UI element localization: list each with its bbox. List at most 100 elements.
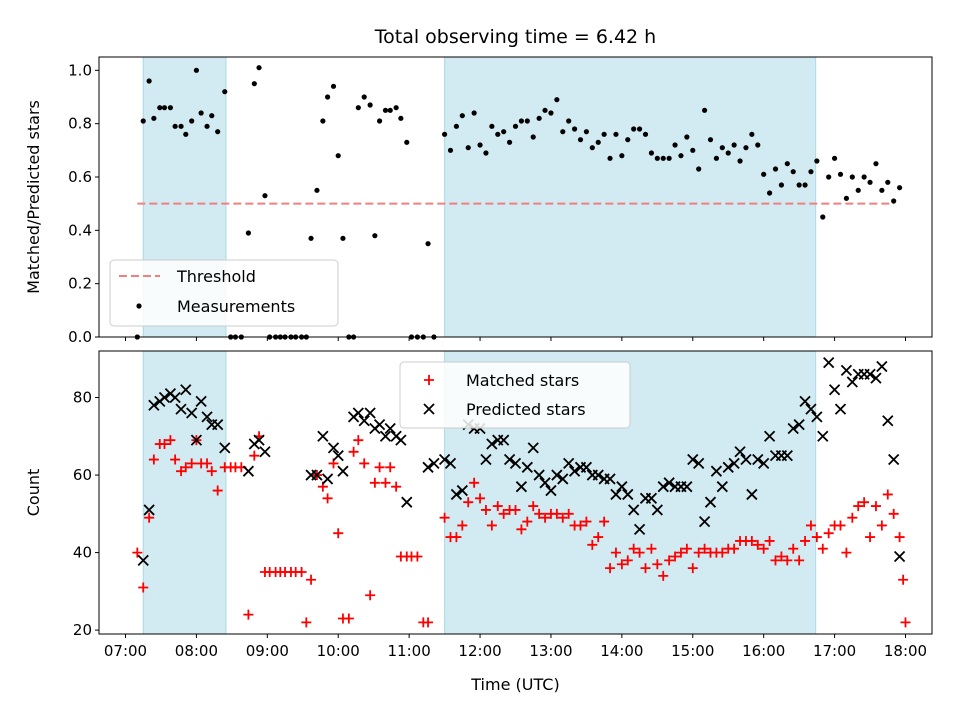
panel1-point-1-2 (140, 118, 146, 124)
panel2-point-2-86 (704, 496, 717, 508)
panel1-legend-measurements-label: Measurements (177, 297, 295, 316)
panel1-ytick-label-1: 0.0 (68, 328, 92, 346)
panel2-point-1-114 (782, 555, 793, 566)
panel1-point-1-104 (719, 145, 725, 151)
panel2-point-2-23 (317, 430, 329, 442)
panel1-point-1-61 (465, 145, 471, 151)
panel1-point-1-134 (896, 185, 903, 191)
panel2-ytick-label-2: 40 (73, 544, 92, 562)
panel1-point-1-107 (737, 158, 743, 164)
panel1-point-1-6 (161, 105, 168, 111)
panel2-point-1-97 (681, 543, 692, 554)
panel1-point-1-115 (784, 161, 790, 167)
panel2-xtick-label-12: 18:00 (884, 642, 927, 660)
panel2-ytick-label-1: 20 (73, 621, 92, 639)
panel2-point-1-96 (675, 547, 686, 558)
panel1-point-1-33 (308, 235, 314, 241)
panel2-point-2-42 (444, 457, 457, 470)
panel2-point-1-109 (752, 539, 763, 550)
panel2-point-2-70 (610, 488, 622, 501)
panel1-point-1-110 (755, 142, 761, 148)
panel1-ytick-label-2: 0.2 (68, 275, 92, 293)
panel2-point-2-37 (395, 434, 407, 446)
panel2-point-2-73 (628, 504, 640, 516)
panel1-point-1-88 (625, 137, 631, 143)
panel2-point-1-84 (605, 563, 616, 574)
panel2-point-2-91 (734, 446, 746, 458)
panel2-point-1-47 (380, 477, 391, 488)
panel1-point-1-94 (660, 155, 666, 161)
panel2-point-1-118 (805, 520, 816, 531)
panel2-point-1-77 (563, 508, 574, 519)
panel1-point-1-70 (518, 118, 525, 124)
panel2-point-1-7 (165, 435, 176, 446)
panel1-shaded-interval-2 (444, 56, 817, 338)
panel2-point-1-45 (369, 477, 380, 488)
panel2-point-1-16 (212, 485, 223, 496)
panel1-point-1-117 (796, 182, 802, 188)
panel1-point-1-129 (867, 179, 873, 185)
panel2-point-1-68 (510, 504, 521, 515)
panel2-point-2-72 (622, 488, 634, 501)
panel2-point-1-64 (486, 520, 497, 531)
panel1-point-1-125 (843, 195, 850, 201)
panel2-point-1-121 (823, 528, 834, 539)
panel2-point-1-48 (385, 462, 396, 473)
panel2-xtick-label-10: 16:00 (742, 642, 785, 660)
panel2-point-2-43 (450, 488, 463, 501)
panel1-point-1-111 (761, 171, 767, 177)
panel1-point-1-67 (501, 129, 507, 135)
panel2-point-1-92 (652, 559, 663, 570)
panel1-point-1-13 (198, 110, 204, 116)
panel1-legend-threshold-label: Threshold (176, 267, 256, 286)
panel2-point-2-56 (527, 442, 539, 454)
panel1-point-1-81 (583, 129, 590, 135)
panel2-legend-matched-swatch (424, 375, 434, 385)
panel2-point-1-83 (599, 516, 610, 527)
panel2-point-2-108 (834, 403, 847, 415)
panel2-point-2-52 (503, 453, 516, 466)
panel2-axes-frame (98, 350, 933, 635)
panel2-point-1-42 (353, 435, 364, 446)
panel2-point-1-105 (729, 543, 740, 554)
panel1-point-1-75 (548, 110, 554, 116)
panel2-point-2-58 (539, 477, 551, 489)
panel1-point-1-68 (506, 139, 513, 145)
panel1-point-1-10 (183, 131, 189, 137)
panel1-point-1-99 (690, 147, 696, 153)
panel2-point-2-61 (557, 473, 569, 485)
panel1-point-1-121 (820, 214, 826, 220)
panel1-point-1-49 (393, 105, 399, 111)
panel2-legend-matched-label: Matched stars (466, 371, 579, 390)
panel2-point-1-116 (794, 555, 805, 566)
panel2-series-predicted-stars (137, 356, 906, 566)
panel2-point-1-112 (770, 555, 781, 566)
panel1-ytick-label-3: 0.4 (68, 221, 92, 239)
panel1-point-1-114 (778, 182, 785, 188)
panel2-point-2-94 (752, 453, 764, 466)
panel2-point-2-106 (823, 356, 835, 369)
panel1-point-1-57 (441, 131, 448, 137)
panel1-point-1-23 (256, 65, 262, 71)
panel2-point-2-11 (190, 434, 203, 446)
panel1-point-1-79 (571, 126, 578, 132)
panel1-point-1-22 (251, 81, 257, 87)
panel1-point-1-72 (530, 134, 536, 140)
panel2-point-1-127 (859, 497, 870, 508)
panel2-point-1-56 (439, 512, 450, 523)
panel1-point-1-131 (879, 187, 885, 193)
panel2-xtick-label-6: 12:00 (458, 642, 501, 660)
panel1-point-1-74 (542, 107, 548, 113)
panel2-point-1-33 (306, 574, 317, 585)
panel2-point-1-82 (593, 532, 604, 543)
panel2-point-1-73 (540, 512, 551, 523)
panel2-ylabel: Count (24, 469, 43, 517)
panel1-point-1-93 (654, 155, 660, 161)
panel2-point-1-66 (498, 508, 509, 519)
panel1-point-1-66 (495, 131, 501, 137)
panel1-point-1-46 (376, 118, 383, 124)
panel1-point-1-122 (826, 174, 832, 180)
panel2-point-2-71 (616, 481, 628, 493)
panel2-point-1-44 (365, 590, 376, 601)
